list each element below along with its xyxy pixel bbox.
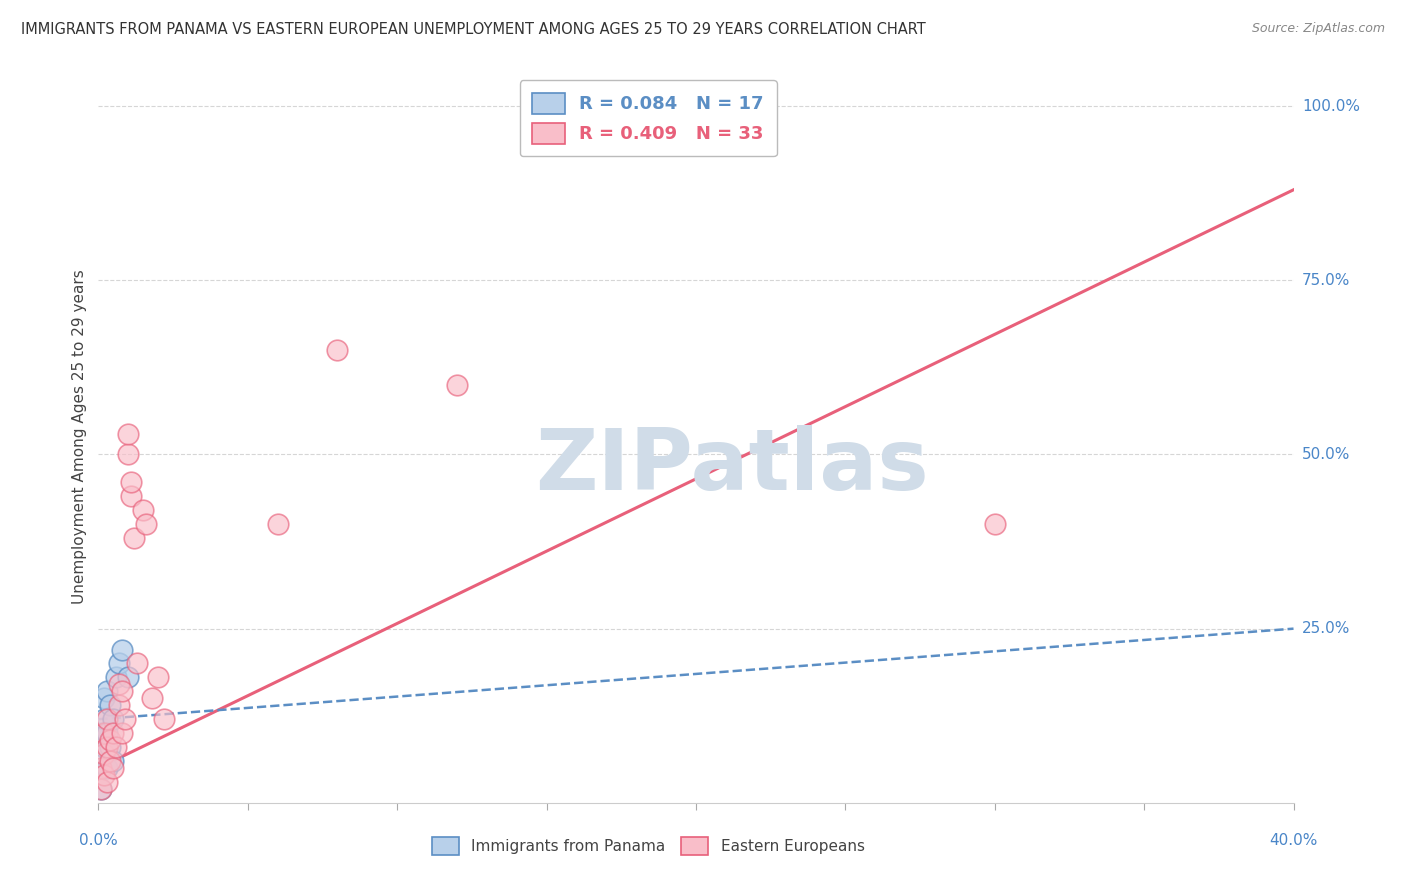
Text: IMMIGRANTS FROM PANAMA VS EASTERN EUROPEAN UNEMPLOYMENT AMONG AGES 25 TO 29 YEAR: IMMIGRANTS FROM PANAMA VS EASTERN EUROPE… [21, 22, 925, 37]
Point [135, 517, 157, 532]
Point [93, 726, 115, 740]
Point [120, 489, 142, 503]
Point [98, 754, 122, 768]
Point [117, 426, 139, 441]
Point [105, 670, 128, 684]
Point [96, 684, 118, 698]
Point [90, 726, 112, 740]
Text: 25.0%: 25.0% [1302, 621, 1350, 636]
Point [117, 448, 139, 462]
Point [108, 698, 131, 713]
Point [132, 503, 155, 517]
Point [141, 691, 163, 706]
Point [93, 768, 115, 782]
Point [267, 517, 290, 532]
Y-axis label: Unemployment Among Ages 25 to 29 years: Unemployment Among Ages 25 to 29 years [72, 269, 87, 605]
Point [96, 740, 118, 755]
Point [127, 657, 149, 671]
Point [103, 726, 125, 740]
Point [111, 684, 134, 698]
Point [93, 691, 115, 706]
Text: ZIPatlas: ZIPatlas [534, 425, 929, 508]
Point [96, 726, 118, 740]
Point [103, 761, 125, 775]
Point [93, 740, 115, 755]
Point [984, 517, 1007, 532]
Text: 40.0%: 40.0% [1270, 833, 1317, 848]
Point [124, 531, 146, 545]
Point [103, 754, 125, 768]
Point [98, 733, 122, 747]
Point [120, 475, 142, 490]
Point [114, 712, 136, 726]
Point [90, 781, 112, 796]
Text: 0.0%: 0.0% [79, 833, 118, 848]
Point [90, 761, 112, 775]
Point [103, 712, 125, 726]
Point [90, 761, 112, 775]
Point [96, 712, 118, 726]
Point [96, 775, 118, 789]
Point [108, 677, 131, 691]
Point [153, 712, 176, 726]
Point [446, 377, 468, 392]
Point [98, 698, 122, 713]
Point [111, 726, 134, 740]
Point [96, 761, 118, 775]
Point [93, 712, 115, 726]
Text: 100.0%: 100.0% [1302, 99, 1360, 113]
Text: Source: ZipAtlas.com: Source: ZipAtlas.com [1251, 22, 1385, 36]
Text: 75.0%: 75.0% [1302, 273, 1350, 288]
Point [90, 781, 112, 796]
Point [108, 657, 131, 671]
Point [111, 642, 134, 657]
Point [93, 747, 115, 761]
Point [117, 670, 139, 684]
Point [98, 740, 122, 755]
Point [326, 343, 349, 357]
Legend: Immigrants from Panama, Eastern Europeans: Immigrants from Panama, Eastern European… [426, 831, 870, 861]
Point [148, 670, 170, 684]
Text: 50.0%: 50.0% [1302, 447, 1350, 462]
Point [105, 740, 128, 755]
